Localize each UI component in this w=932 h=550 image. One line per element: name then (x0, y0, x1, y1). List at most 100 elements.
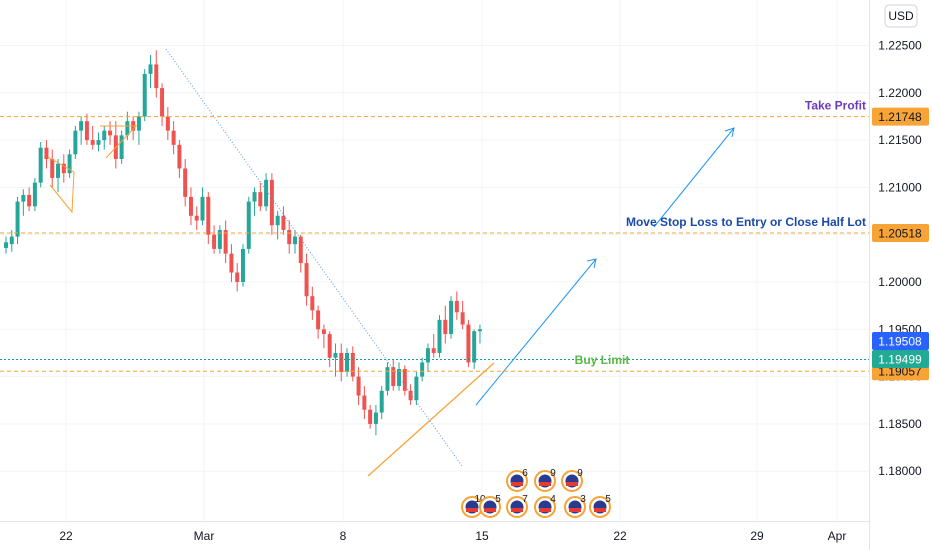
candle-body (269, 179, 274, 226)
candle (50, 149, 55, 188)
projection-arrow-1 (475, 258, 597, 406)
candle-body (171, 130, 176, 145)
event-count: 9 (577, 468, 583, 479)
candle-body (362, 395, 367, 410)
candle-body (235, 272, 240, 282)
candle-body (281, 215, 286, 230)
cursor-price-tag: 1.19508 (872, 332, 929, 350)
price-tick-label: 1.22500 (878, 39, 922, 53)
candle (356, 367, 361, 405)
candle (258, 182, 263, 212)
candle-body (420, 362, 425, 377)
candle-body (466, 324, 471, 363)
candle-body (443, 319, 448, 335)
candle (466, 319, 471, 368)
economic-event-marker[interactable]: 9 (534, 468, 556, 492)
economic-event-marker[interactable]: 6 (506, 468, 528, 492)
support-trendline (367, 362, 495, 477)
price-tick-label: 1.22000 (878, 86, 922, 100)
candle-body (356, 376, 361, 396)
candle (321, 324, 326, 349)
level-annotation: Buy Limit (575, 353, 630, 367)
candle-body (472, 331, 477, 363)
candle (119, 130, 124, 164)
candle-body (160, 88, 165, 117)
candle (275, 211, 280, 240)
candle-body (79, 121, 84, 131)
candle (4, 236, 8, 254)
candle-body (165, 116, 170, 131)
economic-event-marker[interactable]: 5 (589, 494, 611, 518)
candle-body (298, 236, 303, 264)
candle-body (252, 192, 257, 202)
candle (408, 384, 413, 405)
economic-event-marker[interactable]: 9 (561, 468, 583, 492)
candle (431, 334, 436, 358)
candle (333, 343, 338, 377)
candle (21, 189, 26, 216)
candle (84, 113, 89, 145)
candle (420, 357, 425, 382)
flag-stripe (511, 508, 523, 512)
candle (287, 220, 292, 254)
candle-body (287, 229, 292, 245)
candle-body (102, 130, 107, 141)
flag-stripe (569, 508, 581, 512)
pattern-triangle (47, 156, 75, 214)
candle (44, 140, 49, 169)
level-price-tag-label: 1.19057 (878, 365, 922, 379)
candle-body (345, 352, 350, 372)
candle (414, 371, 419, 405)
candle (240, 244, 245, 287)
economic-event-marker[interactable]: 3 (564, 494, 586, 518)
candle-body (449, 300, 454, 335)
candle-body (402, 369, 407, 391)
candle (454, 291, 459, 320)
candle (223, 220, 228, 264)
candle-body (316, 310, 321, 330)
candle (345, 348, 350, 377)
time-axis[interactable]: 22 Mar 8 15 22 29 Apr (0, 521, 869, 544)
time-tick-label: Mar (194, 529, 215, 543)
candle (206, 192, 211, 245)
economic-event-marker[interactable]: 7 (506, 494, 528, 518)
currency-button-label: USD (888, 9, 914, 23)
flag-stripe (566, 482, 578, 486)
flag-stripe (466, 508, 478, 512)
currency-button[interactable]: USD (884, 4, 918, 28)
cursor-price-tag-bg (872, 332, 929, 350)
candle (61, 154, 66, 183)
candle-body (206, 196, 211, 235)
candle (472, 329, 477, 370)
candle (460, 300, 465, 330)
event-markers[interactable]: 10 5 6 9 7 4 9 3 5 (461, 468, 611, 518)
candle-body (477, 329, 482, 332)
candle (339, 343, 344, 382)
candle-body (84, 121, 89, 141)
grid (0, 0, 869, 521)
candle (171, 121, 176, 155)
level-price-tag-label: 1.21748 (878, 110, 922, 124)
candle-body (90, 140, 95, 145)
price-tick-label: 1.18000 (878, 464, 922, 478)
flag-stripe (511, 482, 523, 486)
candle (269, 173, 274, 235)
candle-body (379, 390, 384, 413)
time-tick-label: 22 (59, 529, 73, 543)
candle-body (9, 236, 14, 245)
candle (90, 125, 95, 150)
candle (437, 315, 442, 358)
last-price-tag-bg (872, 350, 929, 368)
candle (67, 149, 72, 178)
price-tick-label: 1.21000 (878, 180, 922, 194)
candle (79, 116, 84, 145)
time-tick-label: 15 (475, 529, 489, 543)
candle-body (223, 229, 228, 254)
last-price-tag-label: 1.19499 (878, 353, 922, 367)
candle-body (188, 196, 193, 216)
economic-event-marker[interactable]: 5 (479, 494, 501, 518)
level-0: Take Profit 1.21748 (0, 99, 929, 126)
candle-body (240, 248, 245, 282)
economic-event-marker[interactable]: 4 (534, 494, 556, 518)
